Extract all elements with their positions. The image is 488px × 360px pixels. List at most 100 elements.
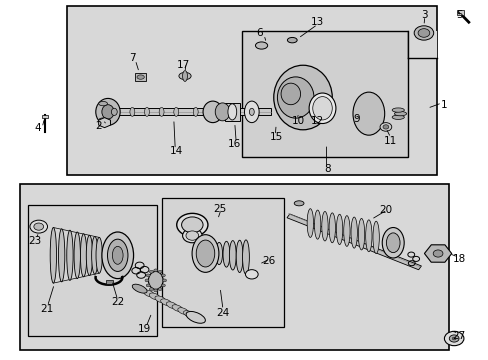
Circle shape — [181, 217, 203, 233]
Ellipse shape — [144, 107, 149, 116]
Text: 21: 21 — [41, 304, 54, 314]
Ellipse shape — [96, 98, 120, 125]
Circle shape — [34, 223, 43, 230]
Text: 7: 7 — [129, 53, 135, 63]
Text: 17: 17 — [177, 60, 190, 70]
Bar — [242, 31, 407, 157]
Text: 12: 12 — [310, 116, 324, 126]
Text: 16: 16 — [228, 139, 241, 149]
Bar — [20, 184, 448, 350]
Ellipse shape — [203, 101, 222, 123]
Ellipse shape — [172, 305, 183, 311]
Ellipse shape — [143, 290, 154, 297]
Ellipse shape — [112, 246, 123, 264]
Circle shape — [146, 274, 150, 277]
Bar — [161, 198, 283, 327]
Text: 5: 5 — [455, 10, 462, 20]
Bar — [135, 73, 146, 81]
Ellipse shape — [308, 93, 335, 123]
Ellipse shape — [102, 232, 133, 279]
Circle shape — [161, 274, 165, 277]
Circle shape — [379, 123, 391, 131]
Ellipse shape — [166, 302, 177, 309]
Circle shape — [417, 29, 429, 37]
Text: 25: 25 — [213, 204, 226, 214]
Ellipse shape — [391, 115, 404, 120]
Ellipse shape — [59, 229, 65, 282]
Circle shape — [145, 279, 149, 282]
Ellipse shape — [350, 217, 357, 248]
Ellipse shape — [294, 201, 304, 206]
Ellipse shape — [244, 101, 259, 123]
Ellipse shape — [287, 37, 297, 43]
Bar — [105, 280, 113, 284]
Text: 27: 27 — [451, 331, 465, 341]
Circle shape — [154, 289, 158, 292]
Circle shape — [451, 337, 455, 340]
Text: 10: 10 — [291, 116, 304, 126]
Text: 22: 22 — [111, 297, 124, 307]
Circle shape — [162, 279, 166, 282]
Bar — [27, 205, 157, 336]
Bar — [101, 108, 271, 116]
Ellipse shape — [352, 92, 384, 135]
Ellipse shape — [432, 250, 442, 257]
Ellipse shape — [365, 220, 371, 252]
Ellipse shape — [99, 102, 107, 106]
Ellipse shape — [372, 221, 379, 253]
Ellipse shape — [86, 235, 92, 275]
Text: 26: 26 — [262, 256, 275, 266]
Circle shape — [382, 125, 388, 129]
Circle shape — [158, 270, 162, 273]
Ellipse shape — [132, 284, 147, 293]
Ellipse shape — [149, 293, 160, 300]
Ellipse shape — [277, 77, 313, 118]
Ellipse shape — [255, 42, 267, 49]
Ellipse shape — [193, 107, 198, 116]
Circle shape — [444, 331, 463, 346]
Ellipse shape — [91, 237, 98, 274]
Circle shape — [154, 269, 158, 272]
Text: 18: 18 — [451, 254, 465, 264]
Ellipse shape — [321, 211, 327, 241]
Ellipse shape — [336, 214, 342, 244]
Bar — [224, 103, 239, 121]
Ellipse shape — [229, 240, 236, 270]
Ellipse shape — [312, 96, 331, 120]
Ellipse shape — [67, 230, 73, 280]
Ellipse shape — [196, 240, 214, 267]
Ellipse shape — [183, 311, 194, 318]
Ellipse shape — [343, 216, 349, 246]
Ellipse shape — [223, 241, 229, 267]
Ellipse shape — [130, 107, 135, 116]
Ellipse shape — [161, 299, 171, 306]
Ellipse shape — [74, 232, 80, 279]
Circle shape — [158, 288, 162, 291]
Circle shape — [176, 213, 207, 236]
Text: 8: 8 — [324, 164, 330, 174]
Ellipse shape — [394, 112, 406, 116]
Ellipse shape — [102, 105, 114, 119]
Circle shape — [182, 228, 202, 243]
Text: 19: 19 — [138, 324, 151, 334]
Ellipse shape — [148, 271, 163, 289]
Text: 23: 23 — [28, 236, 41, 246]
Bar — [41, 115, 47, 118]
Text: 20: 20 — [379, 206, 392, 216]
Ellipse shape — [358, 219, 364, 250]
Ellipse shape — [186, 311, 205, 323]
Ellipse shape — [328, 213, 335, 243]
Text: 6: 6 — [255, 28, 262, 38]
Ellipse shape — [179, 72, 191, 80]
Ellipse shape — [207, 244, 214, 262]
Text: 11: 11 — [384, 136, 397, 145]
Text: 2: 2 — [95, 121, 102, 131]
Circle shape — [448, 335, 458, 342]
Ellipse shape — [111, 108, 117, 116]
Ellipse shape — [281, 83, 300, 105]
FancyArrow shape — [286, 214, 421, 270]
Ellipse shape — [159, 107, 163, 116]
Circle shape — [413, 26, 433, 40]
Ellipse shape — [99, 118, 107, 122]
Ellipse shape — [386, 233, 399, 253]
